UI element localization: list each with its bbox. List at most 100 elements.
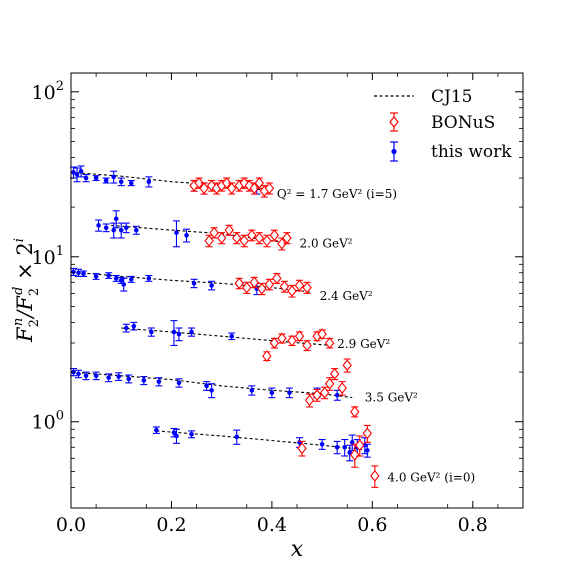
- bonus-point: [350, 405, 360, 418]
- this-work-point: [172, 428, 180, 444]
- this-work-point: [95, 219, 103, 232]
- this-work-point: [75, 369, 83, 379]
- this-work-point: [190, 278, 198, 289]
- bonus-point: [199, 182, 209, 195]
- x-tick-label: 0.2: [156, 514, 186, 536]
- axis-ticks: 0.0 0.2 0.4 0.6 0.8 100 101 102: [32, 73, 523, 536]
- this-work-point: [82, 174, 90, 183]
- y-axis-label: F2n/F2d × 2i: [11, 238, 42, 343]
- this-work-point: [127, 275, 135, 283]
- legend-this-work-label: this work: [431, 142, 512, 162]
- x-axis-label: x: [291, 537, 304, 562]
- bonus-point: [269, 337, 280, 349]
- bonus-point: [232, 232, 242, 245]
- x-tick-label: 0.8: [458, 514, 488, 536]
- x-tick-label: 0.6: [357, 514, 387, 536]
- bonus-point: [242, 281, 252, 294]
- bonus-point: [254, 177, 265, 189]
- bonus-point: [204, 234, 214, 248]
- bonus-point: [249, 182, 260, 195]
- bonus-point: [302, 281, 312, 294]
- legend: CJ15 BONuS this work: [374, 87, 512, 162]
- bonus-point: [249, 276, 260, 289]
- bonus-point: [297, 440, 307, 457]
- this-work-point: [248, 385, 256, 396]
- q2-label: 2.9 GeV²: [337, 337, 390, 351]
- this-work-point: [285, 387, 293, 399]
- cj15-curve: [70, 171, 272, 192]
- bonus-point: [247, 229, 257, 242]
- bonus-point: [264, 182, 275, 195]
- bonus-point: [257, 282, 267, 296]
- cj15-curve: [111, 224, 293, 245]
- q2-label: 3.5 GeV²: [365, 391, 418, 405]
- this-work-point: [318, 438, 326, 450]
- bonus-point: [324, 377, 335, 391]
- this-work-point: [233, 429, 241, 445]
- this-work-point: [73, 167, 81, 183]
- this-work-point: [208, 280, 216, 291]
- bonus-point: [319, 386, 330, 400]
- bonus-point: [216, 232, 227, 245]
- bonus-point: [262, 350, 272, 362]
- this-work-point: [145, 176, 153, 188]
- bonus-point: [262, 234, 272, 248]
- this-work-point: [140, 375, 148, 386]
- bonus-point: [287, 284, 297, 298]
- this-work-point: [105, 272, 113, 279]
- bonus-point: [209, 226, 219, 239]
- this-work-point: [117, 222, 125, 239]
- this-work-point: [105, 373, 113, 383]
- this-work-point: [117, 177, 125, 187]
- bonus-point: [324, 337, 335, 349]
- this-work-point: [363, 443, 371, 458]
- bonus-point: [317, 328, 327, 340]
- this-work-point: [110, 170, 118, 184]
- this-work-points: [70, 165, 371, 462]
- bonus-point: [224, 224, 234, 237]
- bonus-point: [294, 330, 305, 343]
- this-work-point: [170, 320, 178, 347]
- q2-label: 2.0 GeV²: [300, 237, 353, 251]
- this-work-point: [132, 225, 140, 235]
- q2-label: Q² = 1.7 GeV² (i=5): [277, 187, 397, 201]
- this-work-point: [172, 220, 180, 248]
- q2-label: 2.4 GeV²: [320, 289, 373, 303]
- bonus-point: [279, 280, 290, 293]
- x-tick-label: 0.4: [257, 514, 287, 536]
- bonus-point: [282, 232, 292, 245]
- bonus-point: [254, 232, 265, 245]
- this-work-point: [112, 210, 120, 229]
- this-work-point: [152, 426, 160, 434]
- cj15-curves: [70, 171, 363, 450]
- this-work-point: [183, 228, 191, 243]
- this-work-point: [346, 444, 354, 462]
- y-tick-label: 101: [32, 244, 64, 269]
- bonus-point: [312, 388, 322, 402]
- legend-bonus-label: BONuS: [431, 113, 495, 133]
- bonus-point: [355, 435, 365, 457]
- x-tick-label: 0.0: [56, 514, 86, 536]
- y-tick-label: 102: [32, 79, 64, 104]
- bonus-point: [272, 272, 282, 285]
- bonus-point: [264, 278, 275, 291]
- bonus-point: [294, 279, 305, 292]
- this-work-point: [145, 274, 153, 282]
- this-work-point: [188, 430, 196, 439]
- this-work-point: [127, 179, 135, 187]
- this-work-point: [77, 165, 85, 178]
- this-work-point: [341, 438, 349, 457]
- this-work-point: [203, 381, 211, 391]
- legend-bonus-marker: [389, 112, 399, 132]
- q2-annotations: Q² = 1.7 GeV² (i=5) 2.0 GeV² 2.4 GeV² 2.9 G…: [277, 187, 475, 484]
- this-work-point: [208, 383, 216, 399]
- y-tick-label: 100: [32, 409, 64, 434]
- bonus-point: [370, 465, 380, 488]
- this-work-point: [122, 323, 130, 333]
- this-work-point: [80, 270, 88, 277]
- this-work-point: [92, 371, 100, 381]
- q2-label: 4.0 GeV² (i=0): [387, 470, 475, 484]
- bonus-point: [227, 182, 237, 195]
- bonus-point: [269, 229, 280, 242]
- bonus-points: [189, 177, 380, 488]
